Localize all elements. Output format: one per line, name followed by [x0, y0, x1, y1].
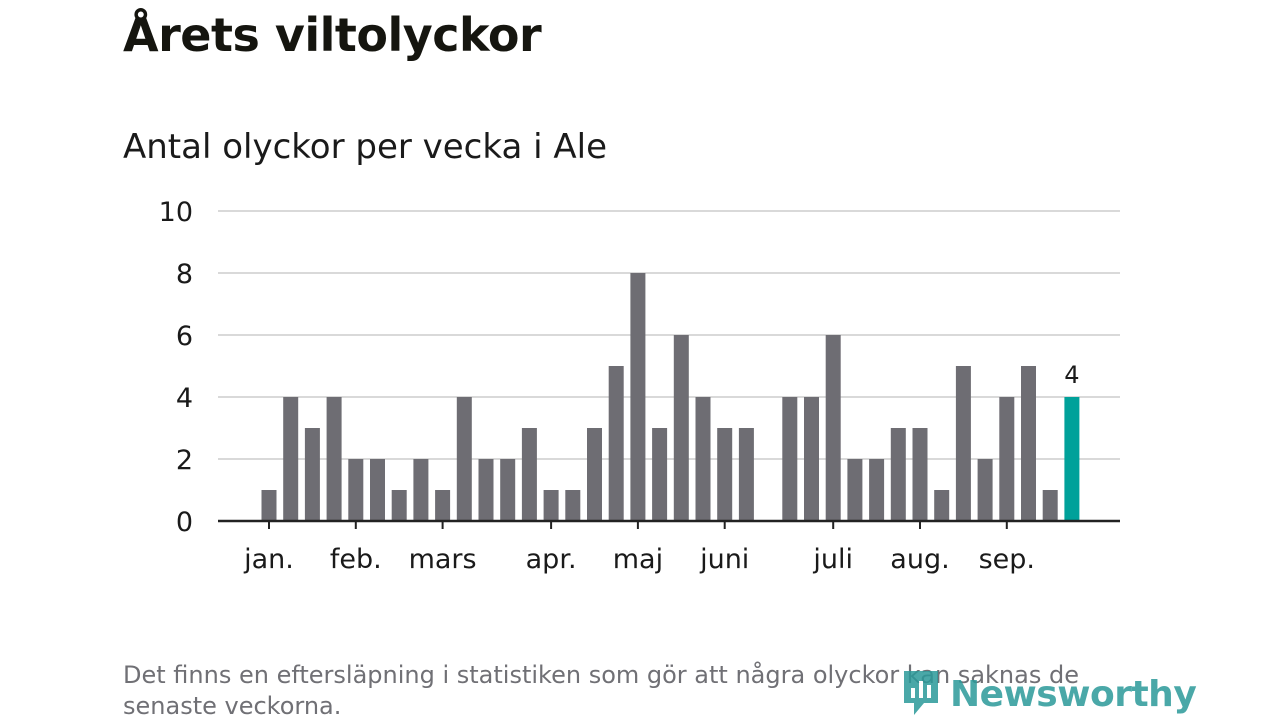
bar — [565, 490, 581, 521]
bar — [608, 366, 624, 521]
y-axis-ticks: 0 2 4 6 8 10 — [159, 197, 193, 538]
x-tick-label: jan. — [243, 544, 294, 575]
x-tick-label: juli — [812, 544, 853, 575]
bar — [304, 428, 320, 521]
bar — [261, 490, 277, 521]
bar — [413, 459, 429, 521]
bar — [652, 428, 668, 521]
bar — [348, 459, 364, 521]
chart-subtitle: Antal olyckor per vecka i Ale — [123, 127, 607, 167]
bar — [543, 490, 559, 521]
bar — [326, 397, 342, 521]
newsworthy-logo-icon — [904, 671, 938, 715]
chart-title: Årets viltolyckor — [123, 8, 542, 62]
bar — [804, 397, 819, 521]
y-tick-label: 10 — [159, 197, 193, 228]
bar — [977, 459, 993, 521]
bar — [673, 335, 689, 521]
bar — [500, 459, 516, 521]
bar — [782, 397, 798, 521]
bar — [869, 459, 885, 521]
x-tick-label: apr. — [526, 544, 577, 575]
y-tick-label: 6 — [176, 321, 193, 352]
x-tick-label: maj — [613, 544, 663, 575]
bar — [1021, 366, 1036, 521]
bar — [738, 428, 754, 521]
data-labels: 4 — [1064, 361, 1079, 389]
y-tick-label: 8 — [176, 259, 193, 290]
bar — [283, 397, 299, 521]
bar — [890, 428, 906, 521]
newsworthy-logo-text: Newsworthy — [950, 673, 1197, 715]
bar — [847, 459, 863, 521]
x-axis: jan. feb. mars apr. maj juni juli aug. sep. — [218, 519, 1120, 575]
bar — [1042, 490, 1058, 521]
bar — [435, 490, 451, 521]
x-tick-label: feb. — [330, 544, 382, 575]
highlighted-bar — [1064, 397, 1080, 521]
bar — [695, 397, 711, 521]
bar — [825, 335, 841, 521]
y-tick-label: 4 — [176, 383, 193, 414]
bars — [261, 273, 1080, 521]
x-tick-label: aug. — [890, 544, 949, 575]
x-tick-label: mars — [409, 544, 477, 575]
bar — [391, 490, 407, 521]
x-tick-label: juni — [699, 544, 749, 575]
bar — [456, 397, 472, 521]
bar — [478, 459, 494, 521]
gridlines — [218, 210, 1120, 460]
bar — [587, 428, 602, 521]
newsworthy-logo: Newsworthy — [900, 668, 1197, 720]
bar — [912, 428, 928, 521]
bar — [934, 490, 950, 521]
y-tick-label: 0 — [176, 507, 193, 538]
bar — [370, 459, 385, 521]
footnote: Det finns en eftersläpning i statistiken… — [123, 661, 1079, 720]
highlight-data-label: 4 — [1064, 361, 1079, 389]
bar — [999, 397, 1015, 521]
bar — [521, 428, 537, 521]
bar — [630, 273, 646, 521]
bar — [955, 366, 971, 521]
bar-chart: 0 2 4 6 8 10 jan. feb. mars apr. maj juni juli aug. s… — [159, 197, 1120, 575]
x-tick-label: sep. — [979, 544, 1035, 575]
bar — [717, 428, 733, 521]
y-tick-label: 2 — [176, 445, 193, 476]
